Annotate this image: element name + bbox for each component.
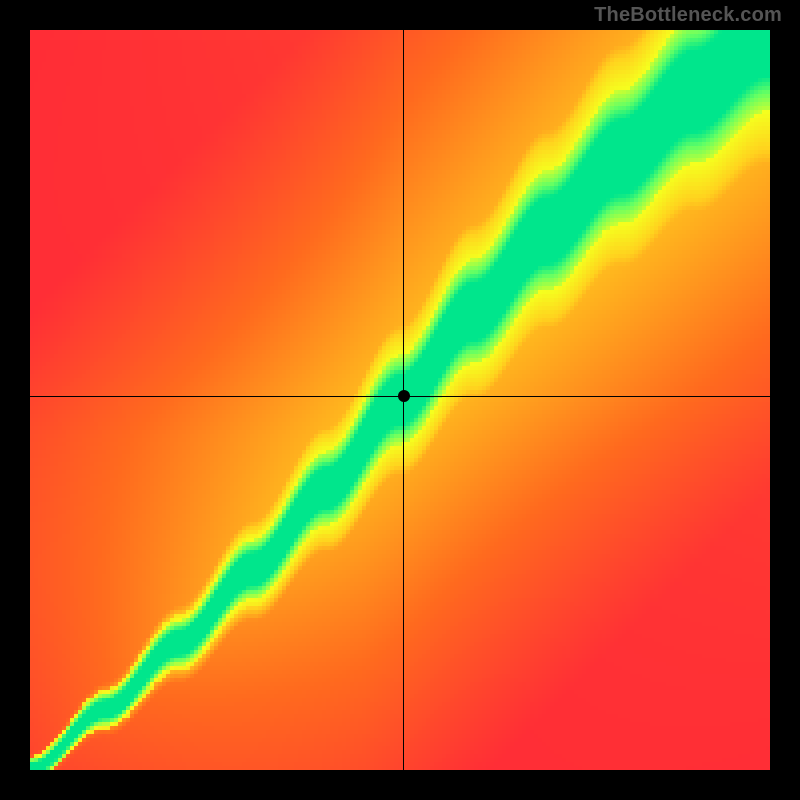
watermark-text: TheBottleneck.com <box>594 4 782 27</box>
chart-container: TheBottleneck.com <box>0 0 800 800</box>
selection-marker <box>398 390 410 402</box>
